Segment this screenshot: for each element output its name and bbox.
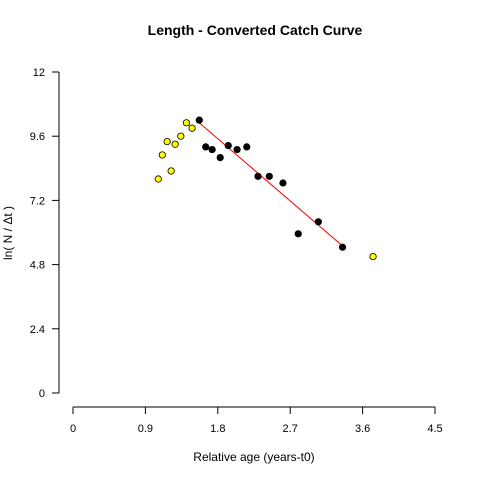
excluded-point [163,137,171,146]
excluded-point [154,175,162,183]
y-tick-label: 12 [33,67,45,79]
excluded-point [177,132,185,140]
y-tick-label: 9.6 [30,131,45,143]
fitted-point [314,218,322,226]
y-tick-label: 0 [39,388,45,400]
data-points [154,116,377,261]
x-axis-ticks: 0 0.9 1.8 2.7 3.6 4.5 [70,407,443,435]
x-tick-label: 0 [70,423,76,435]
x-tick-label: 2.7 [283,423,298,435]
fitted-point [233,145,241,154]
fitted-point [294,230,302,238]
excluded-point [171,140,179,148]
fitted-point [195,116,203,124]
excluded-point [369,252,377,261]
fitted-point [254,172,262,180]
y-tick-label: 4.8 [30,260,45,272]
fitted-point [279,179,287,187]
chart-title: Length - Converted Catch Curve [148,22,363,38]
excluded-point [158,151,166,159]
y-tick-label: 7.2 [30,195,45,207]
y-tick-label: 2.4 [30,324,45,336]
x-axis-label: Relative age (years-t0) [193,450,314,464]
x-tick-label: 3.6 [355,423,370,435]
x-tick-label: 1.8 [210,423,225,435]
fitted-point [208,145,216,154]
regression-line [198,122,343,247]
y-axis-label: ln( N / Δt ) [1,206,15,260]
x-tick-label: 0.9 [138,423,153,435]
excluded-point [167,167,175,175]
fitted-point [338,243,347,251]
excluded-point [182,119,191,127]
fitted-point [265,172,273,180]
x-tick-label: 4.5 [427,423,442,435]
fitted-point [202,143,210,151]
excluded-point [188,124,196,132]
y-axis-ticks: 0 2.4 4.8 7.2 9.6 12 [30,67,59,400]
fitted-point [224,141,232,150]
fitted-point [243,143,251,151]
fitted-point [216,154,224,162]
